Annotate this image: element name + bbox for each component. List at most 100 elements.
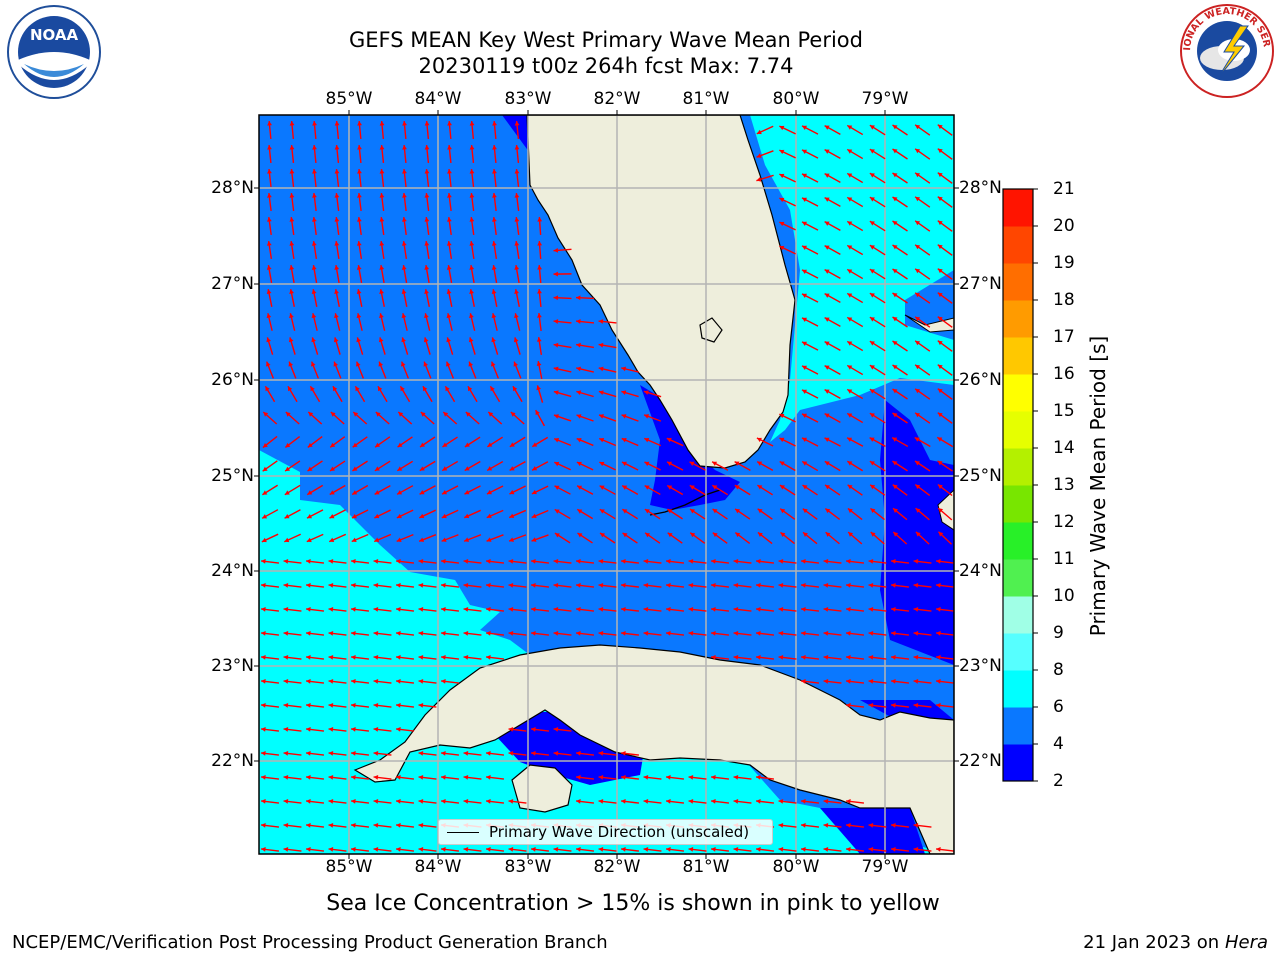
wave-direction-arrowhead xyxy=(261,799,266,804)
wave-direction-arrowhead xyxy=(846,823,851,828)
wave-direction-arrowhead xyxy=(892,293,898,298)
wave-direction-arrowhead xyxy=(621,366,627,372)
wave-direction-arrowhead xyxy=(598,607,604,612)
colorbar-tick-label: 19 xyxy=(1053,253,1075,273)
wave-direction-arrowhead xyxy=(599,485,605,490)
wave-direction-arrowhead xyxy=(351,679,356,684)
wave-direction-arrowhead xyxy=(311,361,316,367)
wave-direction-arrowhead xyxy=(801,799,806,804)
lon-label-bottom: 81°W xyxy=(682,857,730,877)
wave-direction-arrowhead xyxy=(514,289,519,294)
wave-direction-arrowhead xyxy=(418,823,424,828)
wave-direction-arrowhead xyxy=(531,583,536,588)
wave-direction-arrowhead xyxy=(937,124,943,130)
wave-direction-arrowhead xyxy=(374,466,380,471)
wave-direction-arrowhead xyxy=(396,607,401,612)
wave-direction-arrowhead xyxy=(576,414,582,419)
wave-direction-arrowhead xyxy=(379,193,385,198)
lon-label-top: 82°W xyxy=(593,89,641,109)
wave-direction-arrowhead xyxy=(396,823,401,828)
wave-direction-arrowhead xyxy=(532,442,538,447)
colorbar-band xyxy=(1003,337,1033,375)
wave-direction-arrowhead xyxy=(892,317,898,322)
wave-direction-arrowhead xyxy=(418,751,424,756)
wave-direction-arrowhead xyxy=(824,389,830,394)
wave-direction-arrowhead xyxy=(424,313,429,319)
wave-direction-arrowhead xyxy=(757,485,763,490)
colorbar-tick-label: 2 xyxy=(1053,771,1064,791)
wave-direction-arrowhead xyxy=(334,121,340,126)
wave-direction-arrowhead xyxy=(667,532,673,538)
lat-label-left: 23°N xyxy=(211,656,254,676)
wave-direction-arrowhead xyxy=(643,559,649,564)
wave-direction-arrowhead xyxy=(396,513,402,519)
wave-direction-arrowhead xyxy=(351,799,356,804)
colorbar-band xyxy=(1003,522,1033,560)
wave-direction-arrowhead xyxy=(847,125,853,130)
wave-direction-arrowhead xyxy=(469,121,475,126)
wave-direction-arrowhead xyxy=(711,631,716,636)
noaa-logo: NOAA xyxy=(7,5,101,99)
wave-direction-arrowhead xyxy=(644,485,650,490)
wave-direction-arrowhead xyxy=(576,342,581,348)
wave-direction-arrowhead xyxy=(870,508,876,514)
wave-direction-arrowhead xyxy=(401,217,407,222)
wave-direction-arrowhead xyxy=(913,847,919,852)
lat-label-left: 28°N xyxy=(211,178,254,198)
wave-direction-arrowhead xyxy=(937,220,943,226)
wave-direction-arrowhead xyxy=(442,466,448,471)
lon-label-top: 79°W xyxy=(861,89,909,109)
wave-direction-arrowhead xyxy=(757,461,763,466)
wave-direction-arrowhead xyxy=(422,386,428,392)
wave-direction-arrowhead xyxy=(756,631,761,636)
wave-direction-arrowhead xyxy=(306,607,311,612)
wave-direction-arrowhead xyxy=(756,655,761,660)
wave-direction-arrowhead xyxy=(778,655,784,660)
wave-direction-arrowhead xyxy=(621,799,626,804)
wave-direction-arrowhead xyxy=(734,485,740,490)
colorbar-band xyxy=(1003,707,1033,745)
colorbar-band xyxy=(1003,485,1033,523)
wave-direction-arrowhead xyxy=(261,751,266,756)
wave-direction-arrowhead xyxy=(328,559,334,564)
land-isla-juventud xyxy=(511,764,573,813)
colorbar-band xyxy=(1003,300,1033,338)
wave-direction-arrowhead xyxy=(576,319,581,324)
lat-label-right: 22°N xyxy=(959,751,1002,771)
wave-direction-arrowhead xyxy=(893,531,899,537)
wave-direction-arrowhead xyxy=(509,513,515,519)
wave-direction-arrowhead xyxy=(469,313,474,319)
wave-direction-arrowhead xyxy=(756,177,762,182)
wave-direction-arrowhead xyxy=(469,193,475,198)
wave-direction-arrowhead xyxy=(756,607,761,612)
wave-direction-arrowhead xyxy=(510,411,516,417)
wave-direction-arrowhead xyxy=(915,388,921,394)
wave-direction-arrowhead xyxy=(937,292,943,298)
wave-direction-arrowhead xyxy=(913,655,919,660)
wave-direction-arrowhead xyxy=(801,655,806,660)
wave-direction-arrowhead xyxy=(891,607,896,612)
wave-direction-arrowhead xyxy=(289,217,295,222)
wave-direction-arrowhead xyxy=(334,217,340,222)
legend-line-swatch xyxy=(447,832,479,833)
wave-direction-arrowhead xyxy=(334,313,339,319)
wave-direction-arrowhead xyxy=(938,531,944,537)
wave-direction-arrowhead xyxy=(267,169,272,174)
wave-direction-arrowhead xyxy=(712,461,718,466)
wave-direction-arrowhead xyxy=(801,847,806,852)
wave-direction-arrowhead xyxy=(802,485,808,490)
wave-direction-arrowhead xyxy=(401,241,407,246)
wave-direction-arrowhead xyxy=(373,823,379,828)
wave-direction-arrowhead xyxy=(514,169,520,174)
wave-direction-arrowhead xyxy=(261,775,266,780)
wave-direction-arrowhead xyxy=(847,389,853,394)
wave-direction-arrowhead xyxy=(306,655,311,660)
wave-direction-arrowhead xyxy=(576,799,581,804)
wave-direction-arrowhead xyxy=(351,751,356,756)
wave-direction-arrowhead xyxy=(312,169,317,174)
wave-direction-arrowhead xyxy=(688,847,694,852)
wave-direction-arrowhead xyxy=(419,466,425,471)
wave-direction-arrowhead xyxy=(328,775,334,780)
wave-direction-arrowhead xyxy=(262,514,268,519)
wave-direction-arrowhead xyxy=(262,490,268,495)
